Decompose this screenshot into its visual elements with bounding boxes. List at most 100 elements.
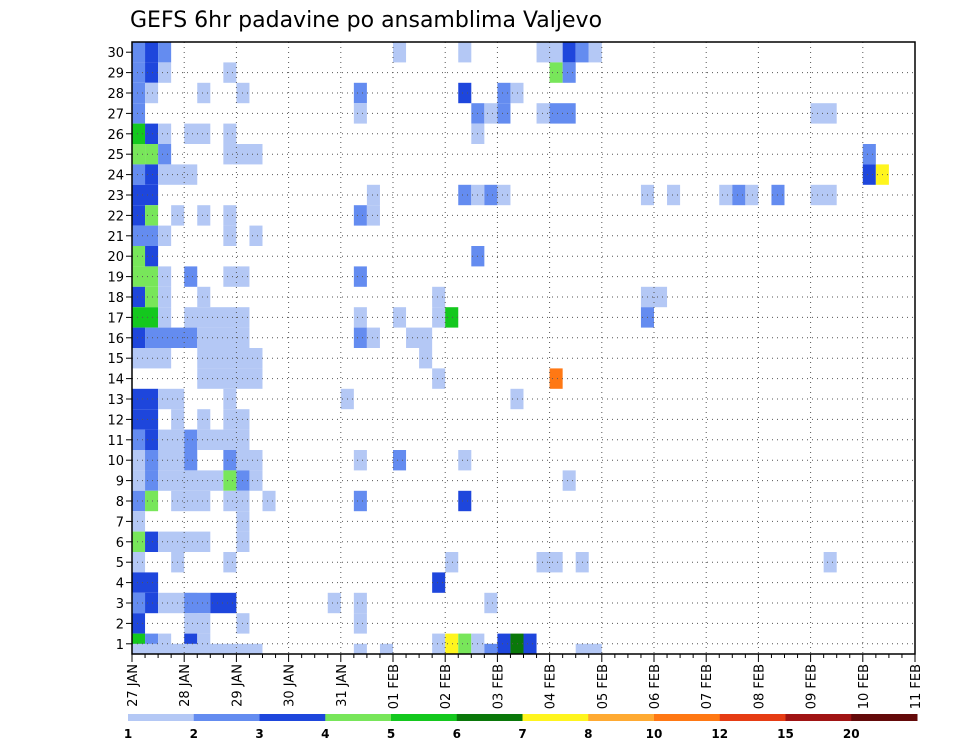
heatmap-cell (197, 368, 263, 389)
x-tick-label: 01 FEB (387, 664, 402, 709)
y-tick-label: 20 (107, 250, 124, 265)
heatmap-cell (145, 470, 159, 491)
heatmap-cell (145, 246, 159, 267)
heatmap-cell (171, 490, 211, 512)
heatmap-cell (223, 409, 250, 430)
grid-lines (132, 42, 915, 654)
heatmap-cell (132, 572, 159, 593)
legend-swatch (259, 714, 326, 721)
heatmap-cell (132, 429, 146, 450)
heatmap-cell (353, 450, 367, 471)
heatmap-cell (158, 62, 172, 83)
legend-swatch (391, 714, 458, 721)
heatmap-cell (132, 643, 263, 654)
y-axis: 1234567891011121314151617181920212223242… (107, 46, 132, 653)
heatmap-cell (158, 429, 185, 450)
heatmap-cell (393, 307, 407, 328)
heatmap-cell (184, 266, 198, 287)
heatmap-cell (823, 552, 837, 573)
heatmap-cell (445, 633, 459, 654)
y-tick-label: 1 (116, 638, 124, 653)
heatmap-cell (353, 103, 367, 124)
legend-swatch (522, 714, 589, 721)
y-tick-label: 11 (107, 434, 124, 449)
heatmap-cell (445, 552, 459, 573)
y-tick-label: 17 (107, 311, 124, 326)
heatmap-cell (432, 307, 446, 328)
heatmap-cell (145, 205, 159, 226)
y-tick-label: 15 (107, 352, 124, 367)
heatmap-cell (132, 184, 159, 206)
heatmap-cell (353, 82, 367, 104)
heatmap-cell (432, 286, 446, 308)
x-tick-label: 07 FEB (700, 664, 715, 709)
heatmap-cell (484, 643, 498, 654)
heatmap-cell (810, 184, 837, 206)
y-tick-label: 18 (107, 291, 124, 306)
legend-swatch (193, 714, 260, 721)
heatmap-cell (223, 470, 237, 491)
heatmap-cell (223, 266, 250, 287)
heatmap-cell (132, 470, 146, 491)
x-tick-label: 31 JAN (335, 664, 350, 707)
heatmap-cell (132, 62, 146, 83)
x-tick-label: 04 FEB (544, 664, 559, 709)
heatmap-cell (132, 511, 146, 532)
heatmap-cell (223, 450, 237, 471)
heatmap-cell (158, 286, 172, 308)
x-tick-label: 30 JAN (283, 664, 298, 707)
heatmap-cell (158, 123, 172, 144)
legend-threshold-label: 20 (843, 727, 860, 741)
legend-swatch (851, 714, 918, 721)
legend-swatch (785, 714, 852, 721)
heatmap-cell (132, 103, 146, 124)
heatmap-cell (184, 307, 250, 328)
y-tick-label: 13 (107, 393, 124, 408)
y-tick-label: 7 (116, 515, 124, 530)
heatmap-cell (145, 531, 159, 552)
heatmap-cell (575, 643, 602, 654)
heatmap-cell (158, 307, 172, 328)
heatmap-cell (132, 42, 146, 63)
y-tick-label: 14 (107, 373, 124, 388)
heatmap-cell (197, 327, 250, 348)
heatmap-cell (132, 286, 146, 308)
x-tick-label: 27 JAN (126, 664, 141, 707)
heatmap-cell (145, 490, 159, 512)
heatmap-cell (197, 286, 211, 308)
heatmap-cell (132, 205, 146, 226)
heatmap-cell (810, 103, 837, 124)
legend-threshold-label: 5 (387, 727, 395, 741)
heatmap-cell (197, 82, 211, 104)
heatmap-cell (132, 409, 159, 430)
heatmap-cell (223, 123, 237, 144)
heatmap-cell (223, 552, 237, 573)
heatmap-cell (132, 144, 146, 165)
heatmap-cell (510, 633, 524, 654)
heatmap-cell (145, 123, 159, 144)
x-tick-label: 10 FEB (857, 664, 872, 709)
heatmap-cell (145, 144, 159, 165)
heatmap-cell (523, 633, 537, 654)
x-tick-label: 03 FEB (491, 664, 506, 709)
x-tick-label: 11 FEB (909, 664, 924, 709)
y-tick-label: 2 (116, 617, 124, 632)
heatmap-cell (158, 225, 172, 246)
y-tick-label: 27 (107, 107, 124, 122)
heatmap-cell (353, 205, 367, 226)
heatmap-cell (145, 62, 159, 83)
heatmap-cell (353, 592, 367, 614)
y-tick-label: 6 (116, 536, 124, 551)
heatmap-cell (132, 531, 146, 552)
heatmap-cell (184, 429, 198, 450)
heatmap-cell (158, 266, 172, 287)
heatmap-cell (406, 327, 433, 348)
legend-swatch (719, 714, 786, 721)
legend-swatch (588, 714, 655, 721)
heatmap-cell (432, 368, 446, 389)
y-tick-label: 22 (107, 209, 124, 224)
heatmap-cell (145, 42, 159, 63)
heatmap-cell (353, 613, 367, 634)
heatmap-cell (458, 633, 472, 654)
